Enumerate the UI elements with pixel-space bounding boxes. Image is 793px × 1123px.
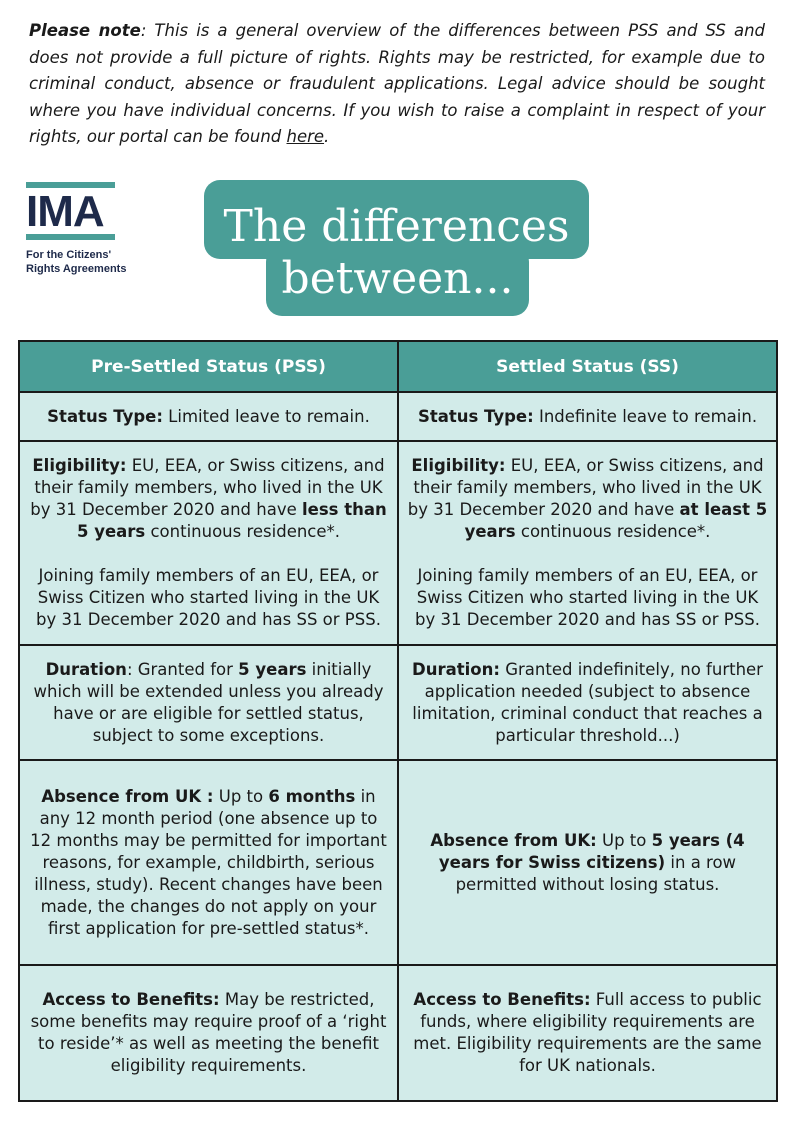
text-pss-absence-a: Up to [213,786,269,806]
text-ss-absence-bold: 5 years (4 years for Swiss citizens) [438,830,745,872]
text-pss-status-type: Limited leave to remain. [162,406,370,426]
text-ss-absence-a: Up to [596,830,652,850]
text-pss-eligibility-a: EU, EEA, or Swiss citizens, and their fa… [30,456,385,519]
label-absence: Absence from UK: [430,830,597,850]
logo-tagline-line2: Rights Agreements [26,263,127,275]
label-benefits: Access to Benefits: [413,990,591,1009]
cell-pss-eligibility: Eligibility: EU, EEA, or Swiss citizens,… [18,440,399,646]
paragraph-gap [407,543,768,565]
text-ss-benefits: Full access to public funds, where eligi… [413,990,762,1075]
row-benefits: Access to Benefits: May be restricted, s… [18,964,778,1102]
header-pss: Pre-Settled Status (PSS) [18,340,399,393]
cell-ss-benefits: Access to Benefits: Full access to publi… [397,964,778,1102]
cell-ss-duration: Duration: Granted indefinitely, no furth… [397,644,778,761]
title-banner-top [204,180,589,259]
note-lead: Please note [29,21,141,40]
label-absence: Absence from UK : [41,786,214,806]
text-pss-joining: Joining family members of an EU, EEA, or… [36,566,381,629]
row-absence: Absence from UK : Up to 6 months in any … [18,759,778,966]
cell-pss-absence: Absence from UK : Up to 6 months in any … [18,759,399,966]
text-pss-benefits: May be restricted, some benefits may req… [30,990,387,1075]
row-status-type: Status Type: Limited leave to remain. St… [18,391,778,442]
text-pss-eligibility-b: continuous residence*. [145,522,341,541]
note-end: . [324,127,330,146]
label-duration: Duration [45,659,127,679]
label-eligibility: Eligibility: [411,456,506,475]
text-ss-eligibility-a: EU, EEA, or Swiss citizens, and their fa… [407,456,764,519]
title-banner-bottom [266,246,529,316]
label-benefits: Access to Benefits: [42,990,220,1009]
cell-pss-benefits: Access to Benefits: May be restricted, s… [18,964,399,1102]
logo-tagline-line1: For the Citizens' [26,249,112,261]
complaint-portal-link[interactable]: here [286,127,325,146]
label-status-type: Status Type: [47,406,163,426]
cell-ss-status-type: Status Type: Indefinite leave to remain. [397,391,778,442]
ima-logo: IMA For the Citizens' Rights Agreements [26,182,156,282]
label-duration: Duration: [412,659,500,679]
text-pss-duration-b: initially which will be extended unless … [33,659,384,745]
text-ss-duration: Granted indefinitely, no further applica… [412,659,763,745]
text-pss-eligibility-bold: less than 5 years [76,500,387,541]
text-ss-eligibility-bold: at least 5 years [464,500,768,541]
text-ss-absence-b: in a row permitted without losing status… [455,852,737,894]
cell-pss-status-type: Status Type: Limited leave to remain. [18,391,399,442]
text-ss-status-type: Indefinite leave to remain. [533,406,758,426]
header-ss: Settled Status (SS) [397,340,778,393]
table-header-row: Pre-Settled Status (PSS) Settled Status … [18,340,778,393]
text-pss-duration-bold: 5 years [238,659,307,679]
paragraph-gap [28,543,389,565]
text-ss-joining: Joining family members of an EU, EEA, or… [415,566,760,629]
logo-top-bar [26,182,115,188]
logo-tagline: For the Citizens' Rights Agreements [26,248,126,276]
page-title-line1: The differences [223,201,570,252]
cell-pss-duration: Duration: Granted for 5 years initially … [18,644,399,761]
cell-ss-absence: Absence from UK: Up to 5 years (4 years … [397,759,778,966]
logo-bottom-bar [26,234,115,240]
comparison-table: Pre-Settled Status (PSS) Settled Status … [18,340,778,1102]
disclaimer-note: Please note: This is a general overview … [29,18,765,151]
text-pss-duration-a: : Granted for [126,659,239,679]
text-ss-eligibility-b: continuous residence*. [515,522,711,541]
text-pss-absence-b: in any 12 month period (one absence up t… [30,786,387,938]
row-duration: Duration: Granted for 5 years initially … [18,644,778,761]
text-pss-absence-bold: 6 months [268,786,356,806]
cell-ss-eligibility: Eligibility: EU, EEA, or Swiss citizens,… [397,440,778,646]
label-eligibility: Eligibility: [32,456,127,475]
label-status-type: Status Type: [417,406,534,426]
row-eligibility: Eligibility: EU, EEA, or Swiss citizens,… [18,440,778,646]
note-body: : This is a general overview of the diff… [29,21,765,146]
page-title-line2: between... [281,253,514,304]
logo-letters: IMA [26,187,105,236]
